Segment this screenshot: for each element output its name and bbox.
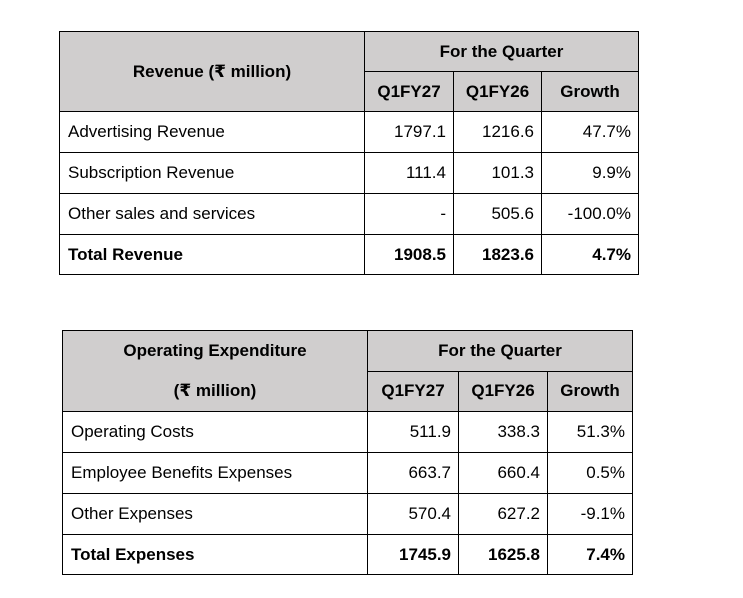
total-row: Total Revenue 1908.5 1823.6 4.7% xyxy=(59,234,639,275)
cell-q1fy26: 660.4 xyxy=(458,452,548,494)
opex-col-q1fy26: Q1FY26 xyxy=(458,370,548,412)
row-label: Other Expenses xyxy=(62,493,368,535)
cell-growth: 51.3% xyxy=(547,411,633,453)
opex-col-q1fy27: Q1FY27 xyxy=(367,370,459,412)
table-row: Other Expenses 570.4 627.2 -9.1% xyxy=(62,493,633,535)
cell-q1fy27: 663.7 xyxy=(367,452,459,494)
opex-period-header: For the Quarter xyxy=(367,330,633,372)
row-label: Advertising Revenue xyxy=(59,111,365,153)
cell-growth: -9.1% xyxy=(547,493,633,535)
cell-q1fy26: 627.2 xyxy=(458,493,548,535)
revenue-col-q1fy27: Q1FY27 xyxy=(364,71,454,112)
table-row: Other sales and services - 505.6 -100.0% xyxy=(59,193,639,235)
row-label: Other sales and services xyxy=(59,193,365,235)
revenue-header-label: Revenue (₹ million) xyxy=(59,31,365,112)
cell-q1fy27: 111.4 xyxy=(364,152,454,194)
cell-growth: 0.5% xyxy=(547,452,633,494)
row-label: Operating Costs xyxy=(62,411,368,453)
opex-header-line1: Operating Expenditure xyxy=(123,341,307,360)
opex-col-growth: Growth xyxy=(547,370,633,412)
table-row: Subscription Revenue 111.4 101.3 9.9% xyxy=(59,152,639,194)
cell-growth: 9.9% xyxy=(541,152,639,194)
cell-q1fy27: - xyxy=(364,193,454,235)
cell-growth: 47.7% xyxy=(541,111,639,153)
row-label: Total Revenue xyxy=(59,234,365,275)
cell-q1fy27: 511.9 xyxy=(367,411,459,453)
table-row: Employee Benefits Expenses 663.7 660.4 0… xyxy=(62,452,633,494)
table-row: Advertising Revenue 1797.1 1216.6 47.7% xyxy=(59,111,639,153)
cell-q1fy27: 1908.5 xyxy=(364,234,454,275)
cell-q1fy27: 1745.9 xyxy=(367,534,459,575)
cell-q1fy26: 1625.8 xyxy=(458,534,548,575)
row-label: Total Expenses xyxy=(62,534,368,575)
cell-q1fy26: 101.3 xyxy=(453,152,542,194)
cell-q1fy26: 338.3 xyxy=(458,411,548,453)
opex-table: Operating Expenditure (₹ million) For th… xyxy=(62,330,633,575)
row-label: Employee Benefits Expenses xyxy=(62,452,368,494)
revenue-col-growth: Growth xyxy=(541,71,639,112)
cell-q1fy26: 505.6 xyxy=(453,193,542,235)
opex-header-label: Operating Expenditure (₹ million) xyxy=(62,330,368,412)
revenue-period-header: For the Quarter xyxy=(364,31,639,72)
total-row: Total Expenses 1745.9 1625.8 7.4% xyxy=(62,534,633,575)
cell-q1fy27: 570.4 xyxy=(367,493,459,535)
row-label: Subscription Revenue xyxy=(59,152,365,194)
cell-growth: 7.4% xyxy=(547,534,633,575)
cell-growth: 4.7% xyxy=(541,234,639,275)
revenue-col-q1fy26: Q1FY26 xyxy=(453,71,542,112)
revenue-table: Revenue (₹ million) For the Quarter Q1FY… xyxy=(59,31,639,275)
opex-header-line2: (₹ million) xyxy=(173,381,257,400)
cell-growth: -100.0% xyxy=(541,193,639,235)
cell-q1fy26: 1823.6 xyxy=(453,234,542,275)
table-row: Operating Costs 511.9 338.3 51.3% xyxy=(62,411,633,453)
cell-q1fy26: 1216.6 xyxy=(453,111,542,153)
cell-q1fy27: 1797.1 xyxy=(364,111,454,153)
